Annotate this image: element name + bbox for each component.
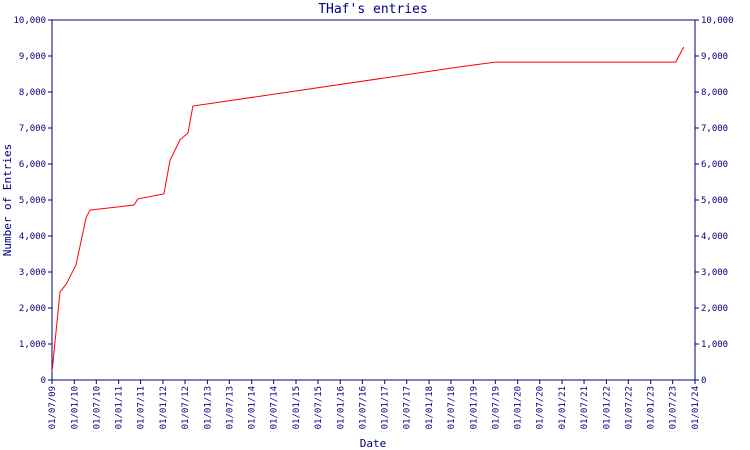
x-tick-label: 01/07/14 — [270, 386, 280, 429]
y2-tick-label: 3,000 — [701, 268, 728, 278]
x-tick-label: 01/07/10 — [92, 386, 102, 429]
y-axis-label: Number of Entries — [1, 144, 14, 257]
y-tick-label: 4,000 — [19, 232, 46, 242]
x-tick-label: 01/01/10 — [70, 386, 80, 429]
x-tick-label: 01/07/11 — [137, 386, 147, 429]
x-tick-label: 01/01/24 — [691, 386, 701, 429]
y-tick-label: 8,000 — [19, 88, 46, 98]
x-tick-label: 01/07/16 — [358, 386, 368, 429]
x-tick-label: 01/01/14 — [248, 386, 258, 429]
x-tick-label: 01/07/15 — [314, 386, 324, 429]
y-tick-label: 1,000 — [19, 340, 46, 350]
x-tick-label: 01/07/17 — [403, 386, 413, 429]
x-tick-label: 01/01/11 — [115, 386, 125, 429]
x-axis-label: Date — [360, 437, 387, 450]
x-tick-label: 01/01/12 — [159, 386, 169, 429]
x-tick-label: 01/07/13 — [225, 386, 235, 429]
y-tick-label: 2,000 — [19, 304, 46, 314]
y-tick-label: 3,000 — [19, 268, 46, 278]
x-tick-label: 01/07/19 — [491, 386, 501, 429]
x-tick-label: 01/01/20 — [514, 386, 524, 429]
y2-tick-label: 0 — [701, 376, 706, 386]
y2-tick-label: 5,000 — [701, 196, 728, 206]
x-tick-label: 01/07/18 — [447, 386, 457, 429]
y-tick-label: 6,000 — [19, 160, 46, 170]
data-line — [51, 46, 685, 373]
y2-tick-label: 2,000 — [701, 304, 728, 314]
y-tick-label: 7,000 — [19, 124, 46, 134]
x-tick-label: 01/07/12 — [181, 386, 191, 429]
x-tick-label: 01/01/13 — [203, 386, 213, 429]
x-tick-label: 01/01/19 — [469, 386, 479, 429]
x-tick-label: 01/01/18 — [425, 386, 435, 429]
x-tick-label: 01/01/16 — [336, 386, 346, 429]
x-tick-label: 01/01/17 — [381, 386, 391, 429]
y2-tick-label: 8,000 — [701, 88, 728, 98]
y2-tick-label: 10,000 — [701, 16, 734, 26]
y2-tick-label: 9,000 — [701, 52, 728, 62]
chart-title: THaf's entries — [318, 2, 428, 17]
y2-tick-label: 6,000 — [701, 160, 728, 170]
y-tick-label: 5,000 — [19, 196, 46, 206]
x-tick-label: 01/01/23 — [647, 386, 657, 429]
y-tick-label: 10,000 — [13, 16, 46, 26]
y2-tick-label: 4,000 — [701, 232, 728, 242]
y-tick-label: 0 — [41, 376, 46, 386]
x-tick-label: 01/01/22 — [602, 386, 612, 429]
y-tick-label: 9,000 — [19, 52, 46, 62]
x-tick-label: 01/01/15 — [292, 386, 302, 429]
x-tick-label: 01/07/23 — [669, 386, 679, 429]
x-tick-label: 01/07/22 — [624, 386, 634, 429]
plot-frame — [51, 19, 696, 381]
x-tick-label: 01/07/20 — [536, 386, 546, 429]
y2-tick-label: 7,000 — [701, 124, 728, 134]
x-tick-label: 01/01/21 — [558, 386, 568, 429]
y2-tick-label: 1,000 — [701, 340, 728, 350]
x-tick-label: 01/07/09 — [48, 386, 58, 429]
x-tick-label: 01/07/21 — [580, 386, 590, 429]
